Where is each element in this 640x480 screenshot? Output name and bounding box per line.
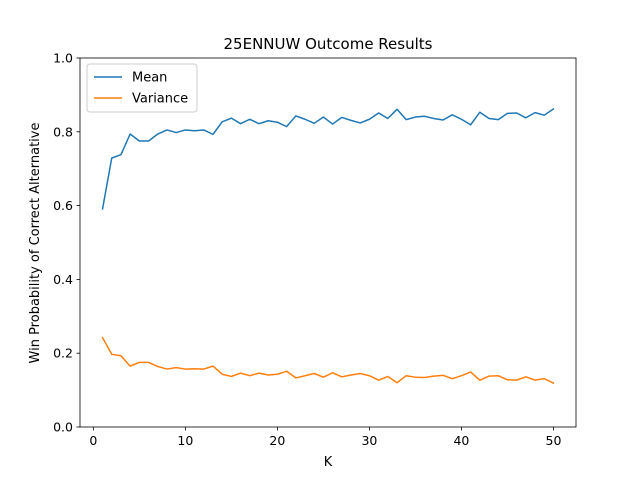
y-tick-label: 0.0: [53, 420, 73, 435]
x-axis-label: K: [324, 455, 333, 470]
y-tick-label: 0.2: [53, 346, 73, 361]
x-tick-label: 10: [177, 433, 193, 448]
x-tick-label: 20: [269, 433, 285, 448]
y-tick-label: 0.8: [53, 124, 73, 139]
plot-area: [79, 57, 577, 428]
legend-label-variance: Variance: [132, 92, 188, 107]
series-line-variance: [101, 336, 555, 385]
axes-frame: [79, 57, 577, 428]
x-tick-label: 0: [89, 433, 97, 448]
x-tick-label: 30: [361, 433, 377, 448]
y-tick-label: 0.6: [53, 198, 73, 213]
x-axis-ticks: 0 10 20 30 40 50: [89, 427, 561, 448]
legend-box: [86, 63, 198, 113]
y-axis-ticks: 0.0 0.2 0.4 0.6 0.8 1.0: [53, 51, 80, 435]
y-tick-label: 1.0: [53, 51, 73, 66]
y-tick-label: 0.4: [53, 272, 73, 287]
x-tick-label: 40: [453, 433, 469, 448]
x-tick-label: 50: [546, 433, 562, 448]
y-axis-label: Win Probability of Correct Alternative: [28, 123, 43, 364]
legend: Mean Variance: [86, 63, 198, 113]
legend-label-mean: Mean: [132, 71, 167, 86]
series-line-mean: [101, 107, 555, 210]
chart-title: 25ENNUW Outcome Results: [224, 35, 433, 53]
